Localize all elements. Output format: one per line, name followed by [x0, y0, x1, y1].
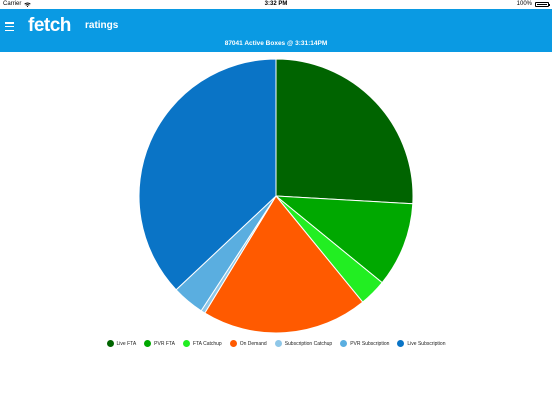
- active-boxes-subtitle: 87041 Active Boxes @ 3:31:14PM: [224, 40, 328, 47]
- status-time: 3:32 PM: [264, 1, 288, 7]
- chart-legend: Live FTA PVR FTA FTA Catchup On Demand Subsc…: [0, 340, 552, 347]
- menu-icon[interactable]: [5, 22, 14, 31]
- legend-swatch-live-subscription: [397, 340, 405, 347]
- legend-item-fta-catchup: FTA Catchup: [182, 340, 222, 347]
- legend-swatch-fta-catchup: [182, 340, 190, 347]
- legend-label-pvr-fta: PVR FTA: [154, 340, 175, 347]
- legend-item-live-fta: Live FTA: [106, 340, 137, 347]
- battery-percent: 100%: [516, 1, 532, 7]
- legend-swatch-pvr-fta: [144, 340, 152, 347]
- pie-slice-live-subscription[interactable]: [138, 58, 277, 291]
- legend-label-on-demand: On Demand: [239, 340, 267, 347]
- pie-chart: [138, 58, 414, 334]
- app-header: fetch ratings 87041 Active Boxes @ 3:31:…: [0, 9, 552, 52]
- legend-swatch-on-demand: [229, 340, 237, 347]
- legend-item-pvr-subscription: PVR Subscription: [340, 340, 389, 347]
- legend-label-live-subscription: Live Subscription: [407, 340, 446, 347]
- status-bar-right: 100%: [516, 0, 550, 9]
- wifi-icon: [24, 2, 32, 7]
- carrier-label: Carrier: [3, 1, 22, 7]
- page-title: ratings: [85, 20, 119, 31]
- legend-item-pvr-fta: PVR FTA: [144, 340, 175, 347]
- battery-icon: [535, 2, 550, 7]
- status-bar-left: Carrier: [3, 0, 32, 9]
- app-logo: fetch: [28, 15, 71, 36]
- legend-swatch-subscription-catchup: [274, 340, 282, 347]
- pie-slice-live-fta[interactable]: [275, 58, 414, 205]
- legend-label-fta-catchup: FTA Catchup: [192, 340, 222, 347]
- legend-swatch-pvr-subscription: [340, 340, 348, 347]
- legend-item-subscription-catchup: Subscription Catchup: [274, 340, 333, 347]
- legend-label-live-fta: Live FTA: [116, 340, 137, 347]
- pie-slice-on-demand[interactable]: [204, 195, 364, 334]
- pie-slice-pvr-fta[interactable]: [274, 195, 414, 284]
- legend-item-live-subscription: Live Subscription: [397, 340, 445, 347]
- legend-item-on-demand: On Demand: [229, 340, 267, 347]
- status-bar: Carrier 3:32 PM 100%: [0, 0, 552, 9]
- legend-swatch-live-fta: [106, 340, 114, 347]
- legend-label-pvr-subscription: PVR Subscription: [350, 340, 390, 347]
- legend-label-subscription-catchup: Subscription Catchup: [284, 340, 333, 347]
